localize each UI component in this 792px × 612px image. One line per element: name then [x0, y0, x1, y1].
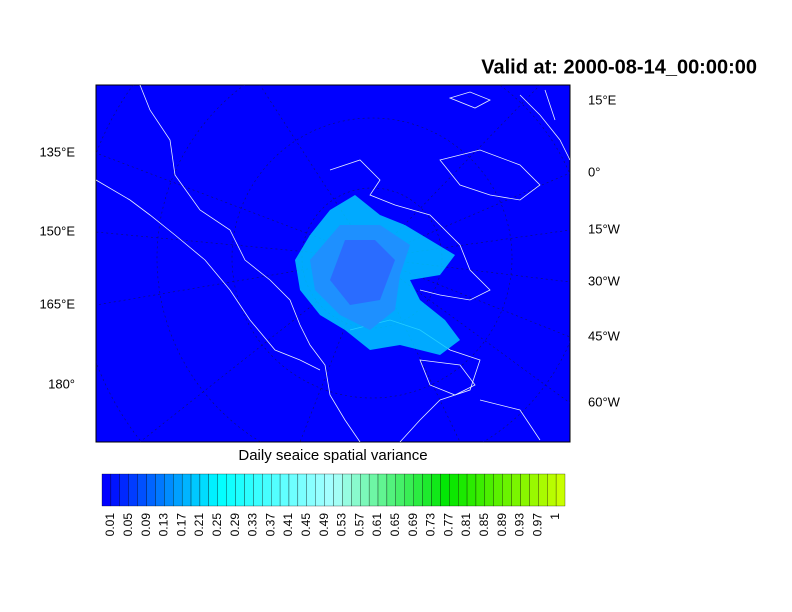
colorbar-box — [466, 473, 477, 507]
colorbar: 0.01 0.05 0.09 0.13 0.17 0.21 0.25 0.29 0.33 0.37… — [101, 473, 566, 537]
colorbar-box — [208, 473, 218, 507]
colorbar-box — [511, 473, 521, 507]
colorbar-box — [493, 473, 503, 507]
colorbar-label: 0.93 — [513, 513, 527, 537]
colorbar-box — [555, 473, 566, 507]
colorbar-box — [244, 473, 254, 507]
colorbar-label: 1 — [548, 513, 562, 520]
colorbar-box — [226, 473, 236, 507]
right-lon-labels: 15°E 0° 15°W 30°W 45°W 60°W — [588, 92, 621, 409]
colorbar-box — [315, 473, 325, 507]
colorbar-box — [342, 473, 352, 507]
colorbar-label: 0.33 — [246, 513, 260, 537]
coastlines — [96, 85, 570, 442]
colorbar-box — [422, 473, 432, 507]
lon-label: 135°E — [39, 144, 75, 159]
colorbar-label: 0.13 — [157, 513, 171, 537]
colorbar-box — [128, 473, 138, 507]
colorbar-box — [360, 473, 370, 507]
colorbar-label: 0.89 — [495, 513, 509, 537]
colorbar-box — [155, 473, 165, 507]
colorbar-box — [164, 473, 174, 507]
lon-label: 45°W — [588, 328, 621, 343]
colorbar-label: 0.61 — [370, 513, 384, 537]
colorbar-label: 0.41 — [281, 513, 295, 537]
map — [95, 84, 571, 443]
lon-label: 30°W — [588, 273, 621, 288]
colorbar-box — [199, 473, 209, 507]
colorbar-label: 0.09 — [139, 513, 153, 537]
colorbar-box — [395, 473, 405, 507]
colorbar-box — [449, 473, 459, 507]
colorbar-label: 0.49 — [317, 513, 331, 537]
colorbar-label: 0.45 — [299, 513, 313, 537]
colorbar-label: 0.37 — [263, 513, 277, 537]
colorbar-box — [262, 473, 272, 507]
colorbar-box — [368, 473, 379, 507]
colorbar-box — [520, 473, 530, 507]
colorbar-label: 0.05 — [121, 513, 135, 537]
colorbar-label: 0.81 — [459, 513, 473, 537]
colorbar-box — [324, 473, 334, 507]
colorbar-box — [271, 473, 281, 507]
colorbar-box — [279, 473, 290, 507]
colorbar-box — [538, 473, 548, 507]
colorbar-box — [119, 473, 129, 507]
colorbar-box — [404, 473, 414, 507]
colorbar-label: 0.57 — [352, 513, 366, 537]
left-lon-labels: 135°E 150°E 165°E 180° — [39, 144, 75, 391]
colorbar-box — [351, 473, 361, 507]
lon-label: 60°W — [588, 394, 621, 409]
lon-label: 165°E — [39, 296, 75, 311]
colorbar-box — [253, 473, 263, 507]
colorbar-label: 0.65 — [388, 513, 402, 537]
colorbar-label: 0.25 — [210, 513, 224, 537]
lon-label: 150°E — [39, 223, 75, 238]
lon-label: 15°E — [588, 92, 617, 107]
colorbar-box — [502, 473, 512, 507]
colorbar-box — [547, 473, 557, 507]
colorbar-box — [101, 473, 112, 507]
colorbar-label: 0.53 — [335, 513, 349, 537]
colorbar-box — [217, 473, 227, 507]
colorbar-label: 0.77 — [441, 513, 455, 537]
colorbar-label: 0.69 — [406, 513, 420, 537]
sea-ice — [295, 195, 460, 355]
lon-label: 180° — [48, 376, 75, 391]
colorbar-box — [458, 473, 468, 507]
colorbar-label: 0.85 — [477, 513, 491, 537]
colorbar-box — [377, 473, 388, 507]
colorbar-label: 0.21 — [192, 513, 206, 537]
colorbar-box — [235, 473, 245, 507]
colorbar-box — [181, 473, 192, 507]
colorbar-label: 0.97 — [530, 513, 544, 537]
colorbar-box — [288, 473, 299, 507]
colorbar-box — [484, 473, 494, 507]
colorbar-box — [529, 473, 539, 507]
colorbar-label: 0.01 — [103, 513, 117, 537]
colorbar-box — [173, 473, 183, 507]
colorbar-box — [110, 473, 120, 507]
colorbar-box — [386, 473, 396, 507]
colorbar-box — [306, 473, 316, 507]
colorbar-label: 0.17 — [174, 513, 188, 537]
lon-label: 0° — [588, 164, 600, 179]
colorbar-box — [190, 473, 201, 507]
colorbar-label: 0.29 — [228, 513, 242, 537]
colorbar-box — [431, 473, 441, 507]
subtitle: Daily seaice spatial variance — [238, 447, 427, 464]
colorbar-box — [440, 473, 450, 507]
lon-label: 15°W — [588, 221, 621, 236]
map-content — [96, 85, 570, 442]
title: Valid at: 2000-08-14_00:00:00 — [481, 56, 757, 78]
colorbar-box — [413, 473, 423, 507]
colorbar-box — [137, 473, 147, 507]
colorbar-box — [475, 473, 486, 507]
colorbar-box — [146, 473, 156, 507]
colorbar-box — [333, 473, 343, 507]
colorbar-box — [297, 473, 307, 507]
colorbar-label: 0.73 — [424, 513, 438, 537]
